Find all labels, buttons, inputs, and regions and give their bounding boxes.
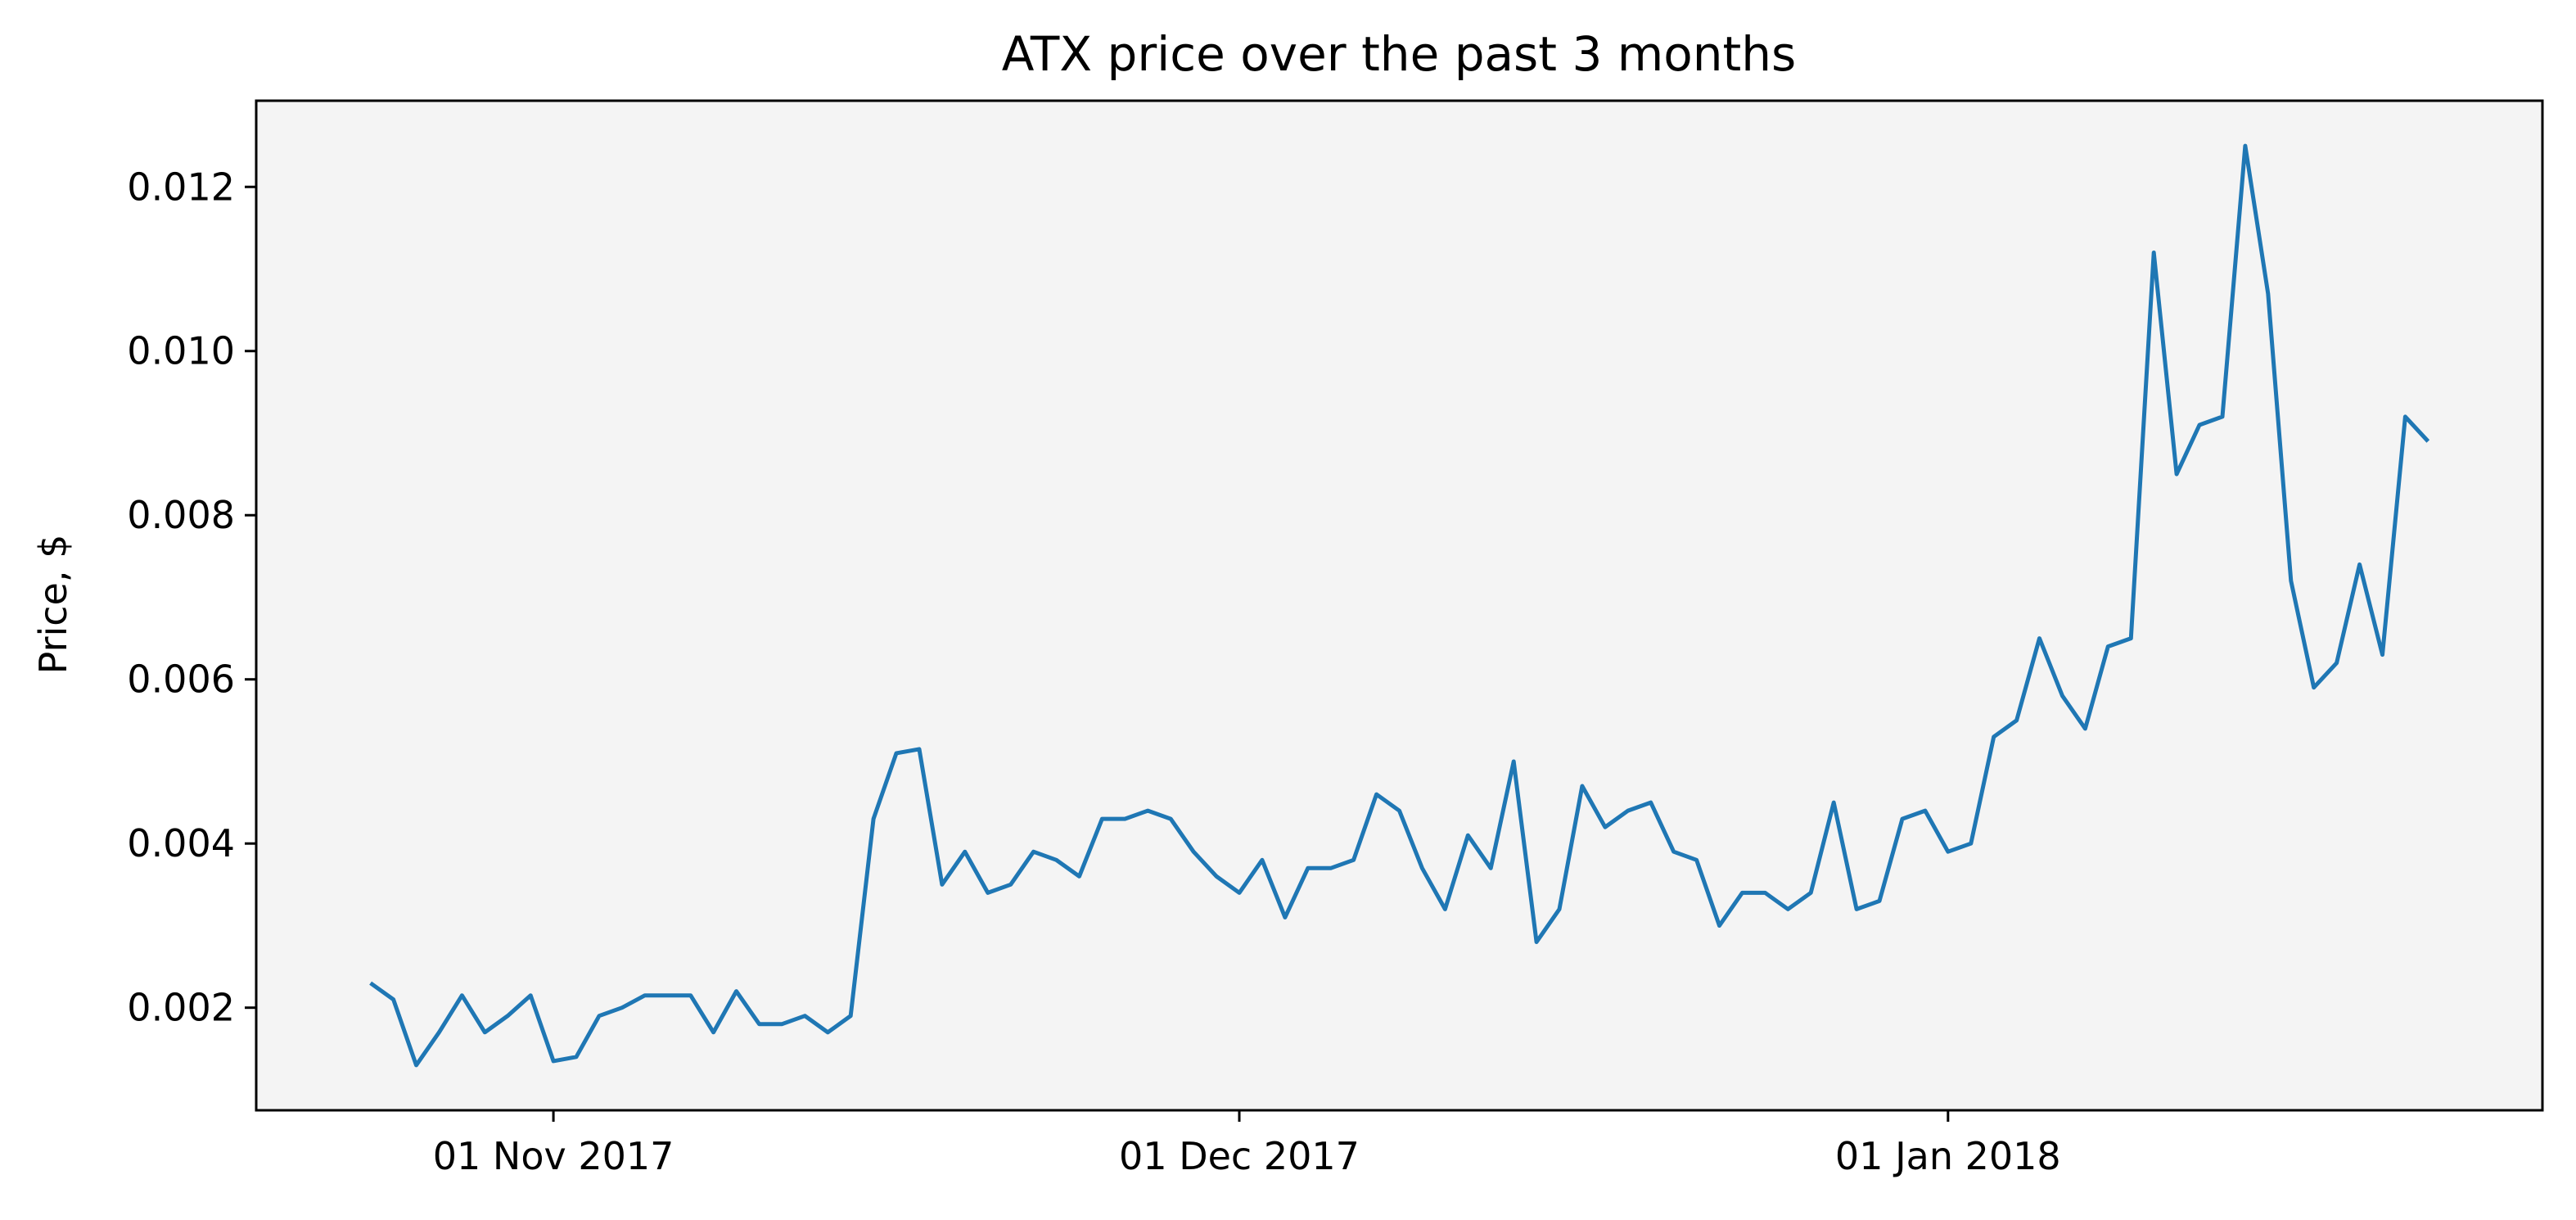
chart-title: ATX price over the past 3 months: [1002, 26, 1797, 82]
y-tick-label: 0.006: [127, 657, 235, 702]
plot-area: [256, 101, 2542, 1110]
y-axis-ticks: 0.002 0.004 0.006 0.008 0.010 0.012: [127, 165, 256, 1030]
plot-frame: [255, 99, 2544, 1112]
y-tick-label: 0.002: [127, 986, 235, 1030]
y-tick-label: 0.010: [127, 329, 235, 373]
y-tick-label: 0.008: [127, 493, 235, 537]
x-tick-label: 01 Nov 2017: [433, 1134, 674, 1178]
y-tick-label: 0.004: [127, 821, 235, 865]
x-axis-ticks: 01 Nov 2017 01 Dec 2017 01 Jan 2018: [433, 1110, 2061, 1178]
x-tick-label: 01 Dec 2017: [1119, 1134, 1360, 1178]
y-tick-label: 0.012: [127, 165, 235, 209]
x-tick-label: 01 Jan 2018: [1835, 1134, 2061, 1178]
y-axis-label: Price, $: [31, 535, 75, 675]
price-series-line: [369, 143, 2430, 1068]
